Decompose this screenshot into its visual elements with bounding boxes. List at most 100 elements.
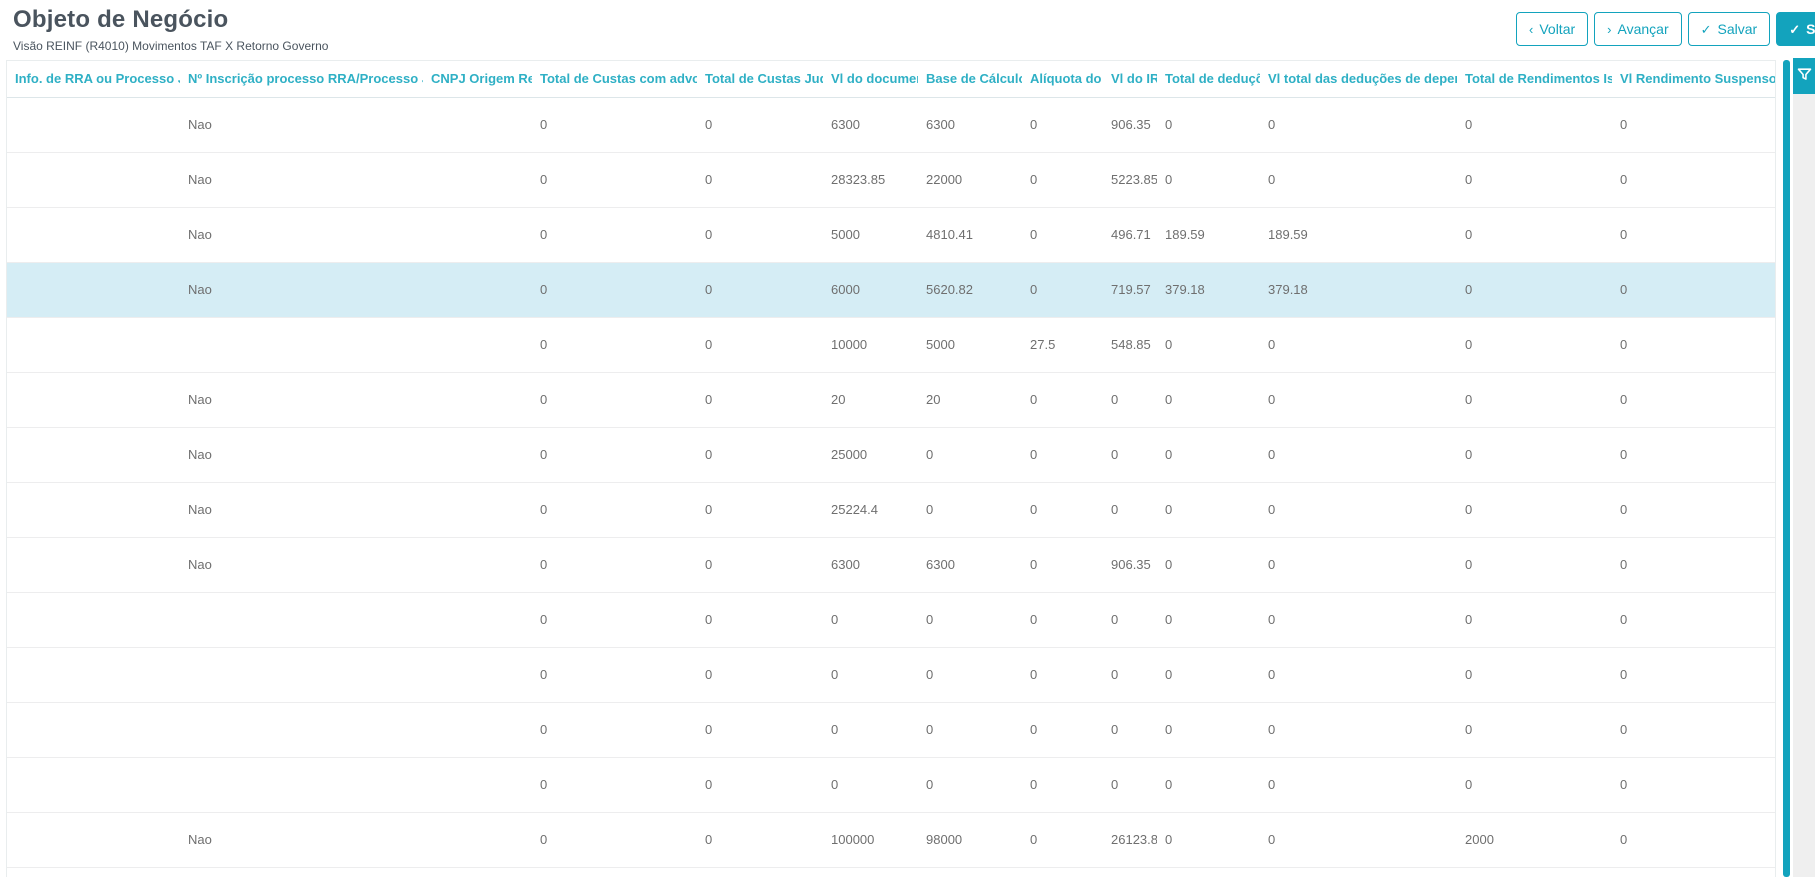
table-cell: 0 [532, 537, 697, 593]
table-cell: 0 [532, 647, 697, 703]
table-cell: 0 [1103, 427, 1157, 483]
column-header[interactable]: Total de Custas Judiciais [697, 61, 823, 98]
table-cell: 0 [532, 702, 697, 758]
column-header[interactable]: Total de Custas com advogados [532, 61, 697, 98]
column-header[interactable]: Total de deduções [1157, 61, 1260, 98]
table-cell: 0 [823, 702, 918, 758]
table-cell [423, 372, 532, 428]
table-row[interactable]: Nao 0 0 6300 6300 0 906.35 0 0 0 0 [7, 537, 1775, 593]
table-cell: 25000 [823, 427, 918, 483]
funnel-icon [1796, 66, 1813, 86]
column-header[interactable]: Vl total das deduções de dependentes [1260, 61, 1457, 98]
table-cell: 6000 [823, 262, 918, 318]
chevron-left-icon: ‹ [1529, 21, 1534, 37]
table-cell: 0 [918, 702, 1022, 758]
table-cell: 0 [1157, 702, 1260, 758]
column-header[interactable]: Total de Rendimentos Isentos [1457, 61, 1612, 98]
salvar-e-avancar-button[interactable]: ✓ Salvar e Avançar [1776, 12, 1815, 46]
table-cell: 0 [1612, 812, 1775, 868]
table-cell: 0 [697, 262, 823, 318]
table-cell: 0 [1103, 482, 1157, 538]
table-cell: 0 [1103, 372, 1157, 428]
table-row[interactable]: Nao 0 0 5000 4810.41 0 496.71 189.59 189.59 0 0 [7, 207, 1775, 263]
table-cell [7, 757, 180, 813]
table-cell: 0 [1457, 262, 1612, 318]
table-cell: 548.85 [1103, 317, 1157, 373]
table-cell: 0 [697, 97, 823, 153]
table-cell [7, 592, 180, 648]
column-header[interactable]: Info. de RRA ou Processo Judicial [7, 61, 180, 98]
voltar-button[interactable]: ‹ Voltar [1516, 12, 1589, 46]
table-cell: 0 [532, 262, 697, 318]
table-cell: Nao [180, 207, 423, 263]
side-rail [1793, 58, 1815, 877]
table-cell: 0 [1103, 647, 1157, 703]
business-object-grid: Info. de RRA ou Processo JudicialNº Insc… [6, 60, 1776, 877]
table-cell [423, 152, 532, 208]
table-cell [180, 757, 423, 813]
table-cell: 5000 [918, 317, 1022, 373]
table-cell: 0 [532, 372, 697, 428]
table-row[interactable]: Nao 0 0 6000 5620.82 0 719.57 379.18 379.18 0 0 [7, 262, 1775, 318]
table-row[interactable]: Nao 0 0 6300 6300 0 906.35 0 0 0 0 [7, 97, 1775, 153]
table-cell: 0 [532, 97, 697, 153]
table-cell: 10000 [823, 317, 918, 373]
table-cell: 0 [1022, 702, 1103, 758]
column-header[interactable]: Vl do documento [823, 61, 918, 98]
button-label: Avançar [1617, 21, 1669, 37]
column-header[interactable]: CNPJ Origem Recurso [423, 61, 532, 98]
table-cell: 0 [1022, 812, 1103, 868]
column-header[interactable]: Base de Cálculo IR [918, 61, 1022, 98]
table-row[interactable]: Nao 0 0 20 20 0 0 0 0 0 0 [7, 372, 1775, 428]
table-row[interactable]: Nao 0 0 28323.85 22000 0 5223.85 0 0 0 0 [7, 152, 1775, 208]
table-cell: 0 [1022, 207, 1103, 263]
table-cell: 719.57 [1103, 262, 1157, 318]
table-cell: Nao [180, 482, 423, 538]
table-cell: 0 [697, 427, 823, 483]
table-cell [423, 482, 532, 538]
table-cell: 0 [1612, 482, 1775, 538]
table-cell: Nao [180, 152, 423, 208]
table-cell [423, 812, 532, 868]
filter-button[interactable] [1793, 58, 1815, 94]
table-cell: 0 [1157, 482, 1260, 538]
page-header: Objeto de Negócio Visão REINF (R4010) Mo… [13, 6, 328, 53]
table-cell: Nao [180, 97, 423, 153]
table-cell: 0 [1612, 317, 1775, 373]
table-cell: 0 [1157, 812, 1260, 868]
table-cell: 0 [1457, 537, 1612, 593]
table-cell: 0 [918, 647, 1022, 703]
table-cell: 98000 [918, 812, 1022, 868]
column-header[interactable]: Nº Inscrição processo RRA/Processo Judic… [180, 61, 423, 98]
table-cell: 0 [1457, 207, 1612, 263]
table-cell: 0 [1457, 317, 1612, 373]
table-cell: 0 [1457, 482, 1612, 538]
table-cell [423, 592, 532, 648]
table-cell: 4810.41 [918, 207, 1022, 263]
toolbar: ‹ Voltar › Avançar ✓ Salvar ✓ Salvar e Avançar [1516, 12, 1815, 46]
table-cell: 5000 [823, 207, 918, 263]
column-header[interactable]: Vl Rendimento Suspenso por processo [1612, 61, 1775, 98]
table-cell: 0 [1612, 427, 1775, 483]
column-header[interactable]: Alíquota do IR [1022, 61, 1103, 98]
table-cell: 0 [1457, 427, 1612, 483]
table-cell [423, 317, 532, 373]
chevron-right-icon: › [1607, 21, 1612, 37]
table-row[interactable]: 0 0 10000 5000 27.5 548.85 0 0 0 0 [7, 317, 1775, 373]
table-row[interactable]: Nao 0 0 25000 0 0 0 0 0 0 0 [7, 427, 1775, 483]
vertical-scrollbar[interactable] [1783, 60, 1790, 877]
table-cell: 5223.85 [1103, 152, 1157, 208]
table-cell [7, 152, 180, 208]
table-cell: 0 [1157, 537, 1260, 593]
column-header[interactable]: Vl do IR [1103, 61, 1157, 98]
avancar-button[interactable]: › Avançar [1594, 12, 1682, 46]
salvar-button[interactable]: ✓ Salvar [1687, 12, 1771, 46]
table-cell: 0 [1260, 592, 1457, 648]
table-row[interactable]: Nao 0 0 25224.4 0 0 0 0 0 0 0 [7, 482, 1775, 538]
check-icon: ✓ [1789, 21, 1801, 37]
